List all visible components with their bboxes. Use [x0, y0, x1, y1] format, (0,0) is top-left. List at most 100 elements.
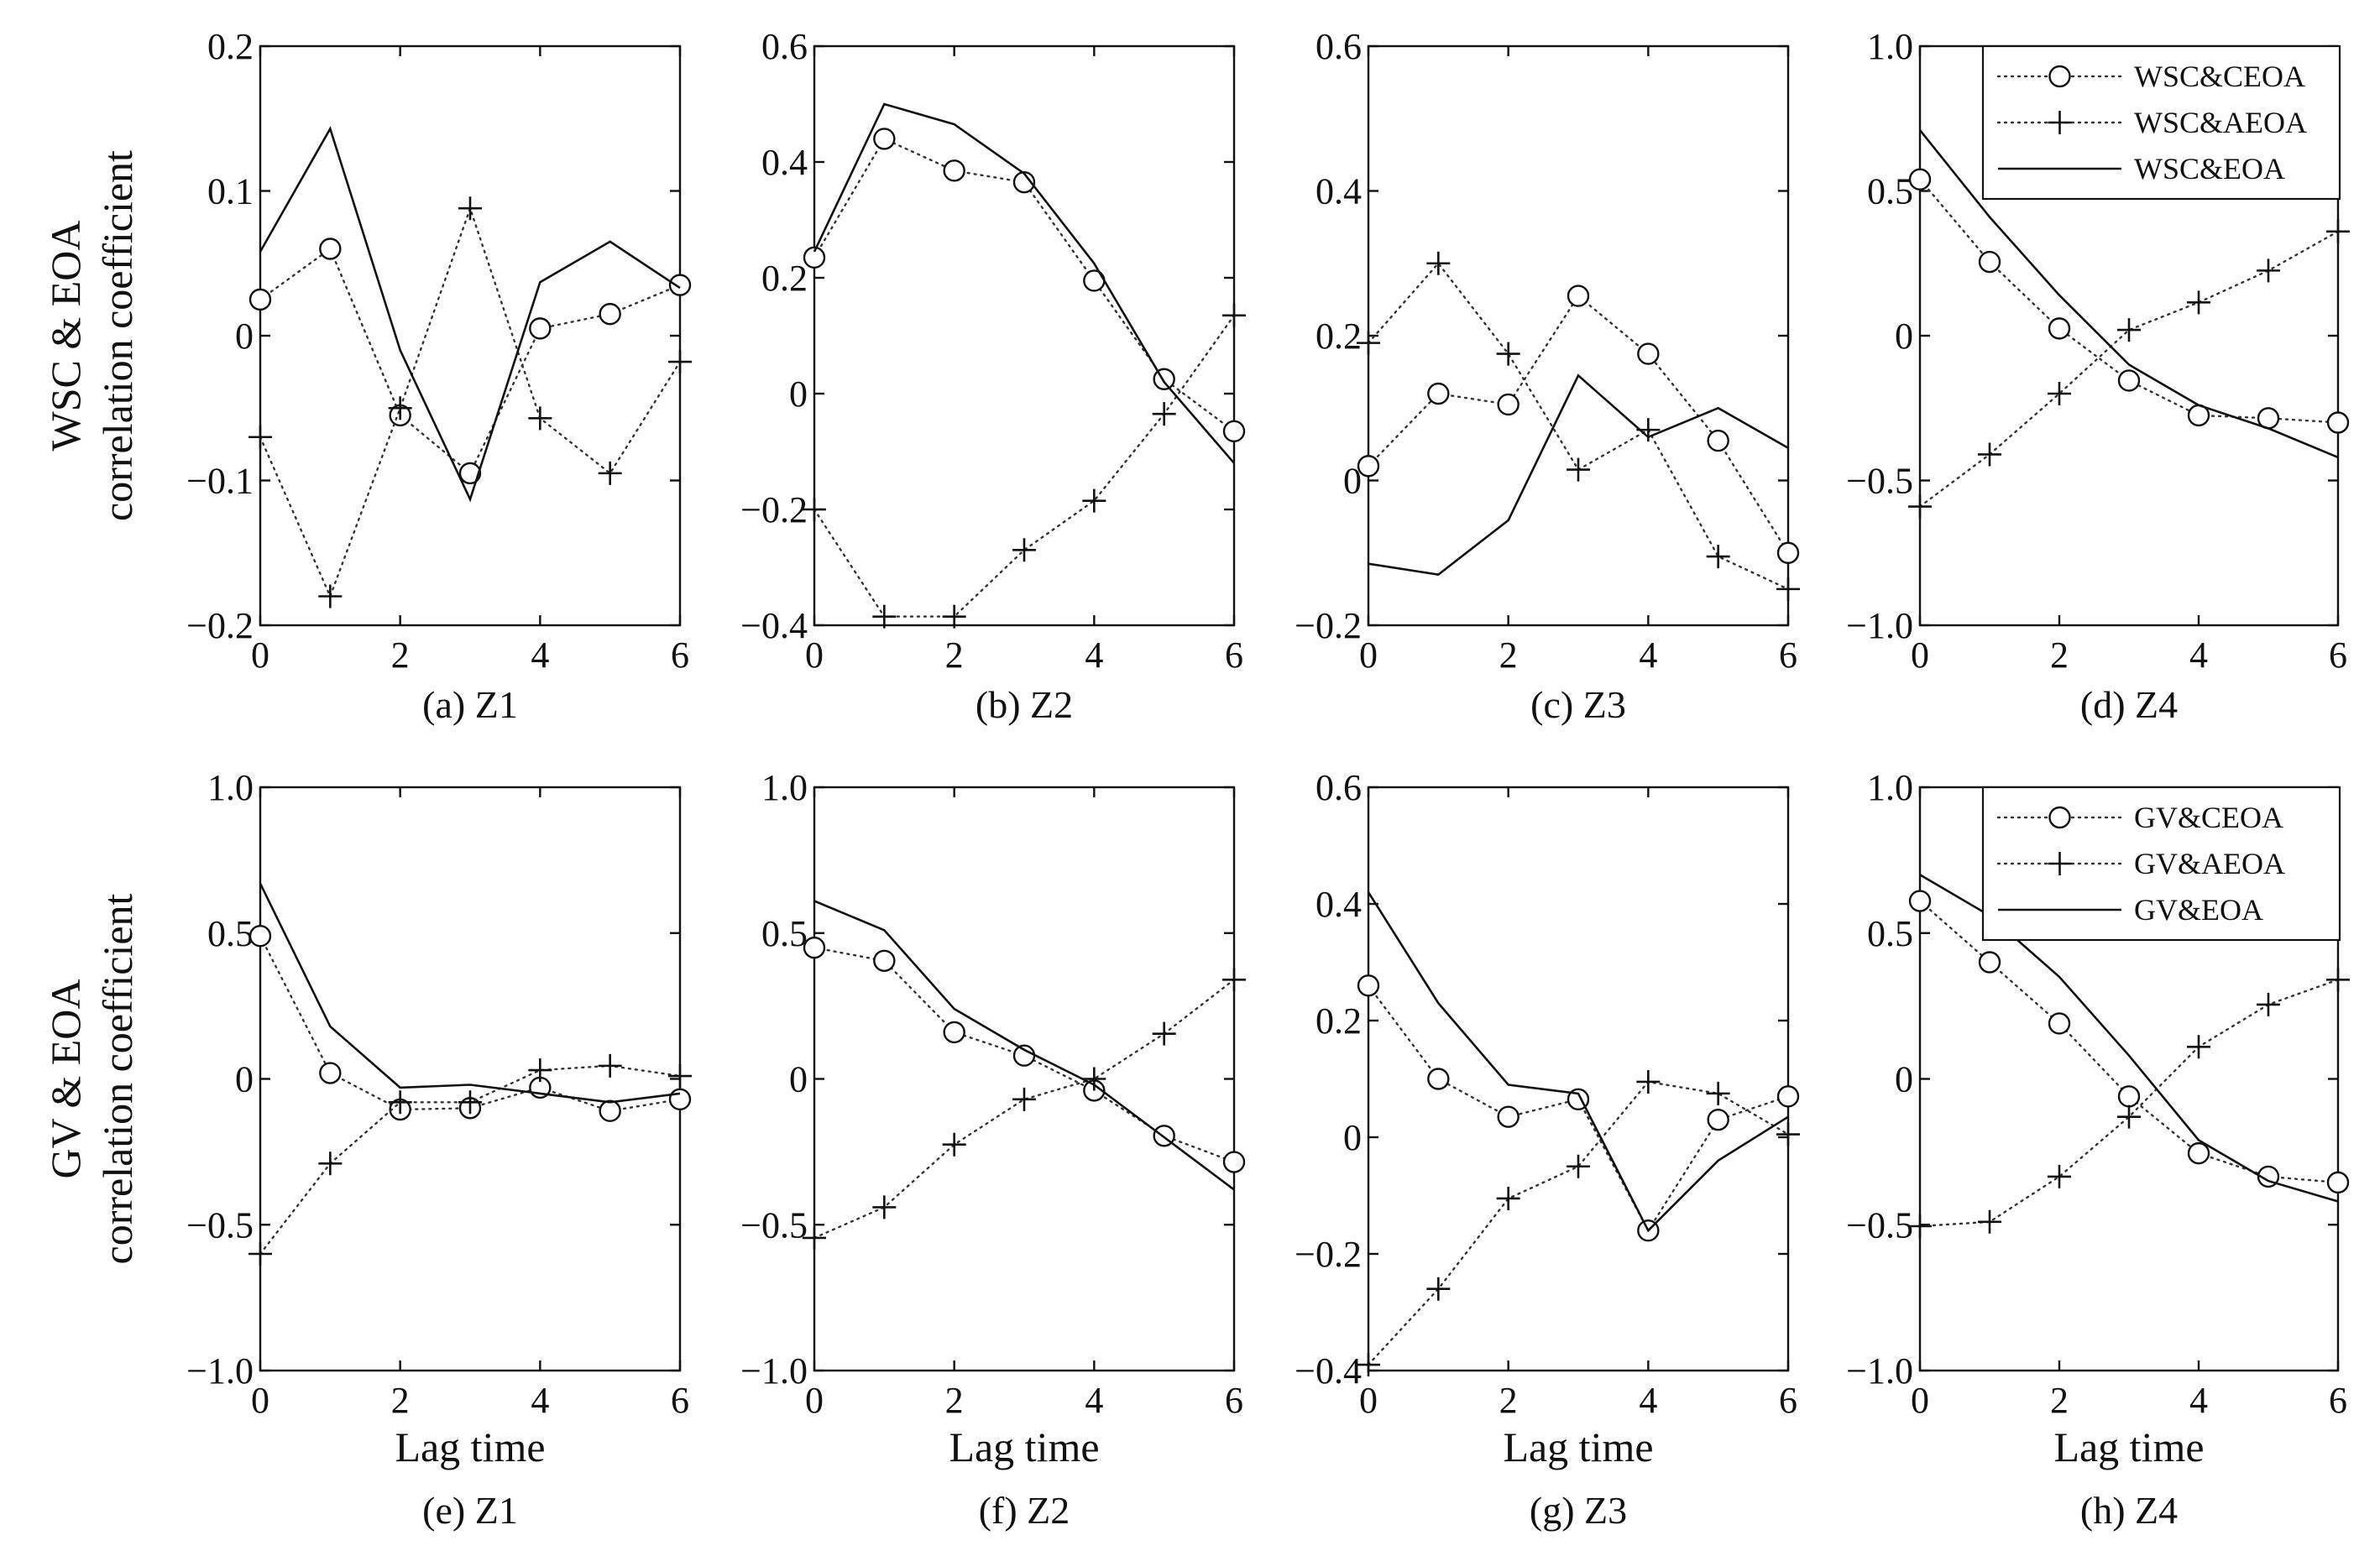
data-point-circle	[1427, 1068, 1450, 1090]
data-point-circle	[1637, 342, 1660, 365]
data-point-circle	[943, 1021, 965, 1044]
x-tick-label: 4	[2189, 1380, 2208, 1421]
data-point-plus	[1978, 442, 2001, 467]
data-point-plus	[1152, 1021, 1176, 1046]
panel-g: −0.4 −0.2 0 0.2 0.4 0.6 0 2 4 6 Lag time (g) Z3	[1295, 767, 1800, 1532]
data-point-plus	[803, 1225, 826, 1250]
y-tick-label: 0.4	[1316, 884, 1362, 925]
y-tick-label: 0	[235, 1059, 254, 1100]
data-point-circle	[803, 246, 826, 269]
data-point-circle	[1978, 951, 2001, 974]
series-WSC&CEOA	[1357, 285, 1800, 564]
series-line	[1367, 294, 1790, 554]
data-point-circle	[248, 288, 272, 311]
data-point-circle	[319, 1062, 342, 1084]
x-tick-label: 0	[805, 1380, 824, 1421]
legend-marker-circle	[2048, 806, 2071, 829]
data-point-plus	[1978, 1209, 2001, 1234]
series-WSC&EOA	[1918, 129, 2339, 459]
y-tick-label: 0.2	[761, 258, 808, 299]
data-point-plus	[598, 1053, 622, 1078]
series-WSC&AEOA	[803, 303, 1246, 629]
x-tick-label: 6	[1225, 1380, 1243, 1421]
y-tick-label: −0.4	[740, 605, 808, 646]
series-line	[1918, 129, 2339, 459]
x-tick-label: 4	[1085, 1380, 1103, 1421]
y-tick-label: 0.5	[1867, 171, 1913, 212]
y-tick-label: −0.2	[186, 605, 254, 646]
y-tick-label: −1.0	[1846, 605, 1913, 646]
data-point-circle	[2048, 1012, 2071, 1035]
y-tick-label: −0.4	[1295, 1350, 1362, 1392]
data-point-plus	[1496, 1186, 1520, 1210]
y-tick-label: 1.0	[1867, 767, 1913, 808]
legend-marker-circle	[2048, 65, 2071, 88]
x-tick-label: 4	[531, 634, 549, 676]
x-tick-label: 2	[1499, 1380, 1518, 1421]
data-point-plus	[248, 425, 272, 449]
data-point-plus	[598, 461, 622, 485]
x-tick-label: 2	[391, 634, 410, 676]
series-WSC&CEOA	[1908, 168, 2350, 434]
data-point-plus	[942, 604, 966, 629]
series-line	[813, 102, 1235, 464]
x-tick-label: 2	[2050, 634, 2069, 676]
y-tick-label: 0.5	[207, 913, 254, 954]
y-tick-label: −0.2	[1295, 1234, 1362, 1275]
data-point-plus	[942, 1132, 966, 1157]
y-tick-label: 0.4	[761, 142, 808, 183]
y-tick-label: 0.2	[207, 26, 254, 67]
x-tick-label: 0	[1911, 1380, 1929, 1421]
series-WSC&CEOA	[248, 238, 692, 485]
data-point-plus	[668, 1064, 692, 1089]
series-GV&EOA	[259, 883, 681, 1104]
data-point-plus	[388, 396, 412, 420]
series-GV&AEOA	[248, 1053, 692, 1266]
data-point-plus	[2257, 992, 2280, 1016]
y-tick-label: −0.2	[1295, 605, 1362, 646]
x-tick-label: 2	[1499, 634, 1518, 676]
data-point-circle	[1357, 974, 1380, 997]
x-axis-label: Lag time	[949, 1423, 1099, 1470]
x-tick-label: 6	[2329, 634, 2347, 676]
y-tick-label: 0	[1895, 316, 1913, 357]
legend-label: GV&CEOA	[2134, 801, 2283, 834]
series-line	[813, 900, 1235, 1191]
series-line	[1367, 261, 1790, 591]
legend: GV&CEOA GV&AEOA GV&EOA	[1981, 786, 2341, 942]
y-tick-label: 0	[1343, 1117, 1362, 1158]
y-tick-label: 0.4	[1316, 171, 1362, 212]
data-point-plus	[1908, 494, 1932, 519]
data-point-circle	[1357, 455, 1380, 478]
data-point-circle	[458, 462, 482, 485]
data-point-plus	[1357, 331, 1380, 355]
data-point-circle	[1707, 1108, 1729, 1131]
panel-caption: (g) Z3	[1530, 1489, 1627, 1532]
data-point-plus	[458, 1090, 482, 1115]
y-tick-label: −1.0	[740, 1350, 808, 1392]
x-tick-label: 4	[1085, 634, 1103, 676]
data-point-plus	[1567, 457, 1590, 482]
data-point-plus	[1426, 251, 1451, 275]
series-line	[259, 126, 681, 503]
x-tick-label: 0	[251, 1380, 269, 1421]
x-tick-label: 6	[1779, 1380, 1797, 1421]
panel-caption: (c) Z3	[1530, 683, 1626, 726]
y-tick-label: −0.5	[1846, 461, 1913, 502]
y-tick-label: 0.2	[1316, 316, 1362, 357]
y-tick-label: −0.1	[186, 461, 254, 502]
data-point-plus	[668, 350, 692, 374]
legend-label: WSC&EOA	[2134, 152, 2285, 185]
panel-b: −0.4 −0.2 0 0.2 0.4 0.6 0 2 4 6 (b) Z2	[740, 26, 1246, 726]
legend-marker-plus	[2048, 852, 2072, 875]
x-axis-label: Lag time	[1503, 1423, 1653, 1470]
y-axis-label: correlation coefficient	[94, 150, 141, 521]
data-point-circle	[599, 302, 621, 326]
x-tick-label: 2	[945, 1380, 964, 1421]
panel-caption: (e) Z1	[422, 1489, 518, 1532]
data-point-plus	[872, 604, 897, 629]
series-WSC&AEOA	[1908, 219, 2350, 519]
data-point-circle	[248, 925, 272, 948]
legend-box	[1981, 786, 2341, 942]
